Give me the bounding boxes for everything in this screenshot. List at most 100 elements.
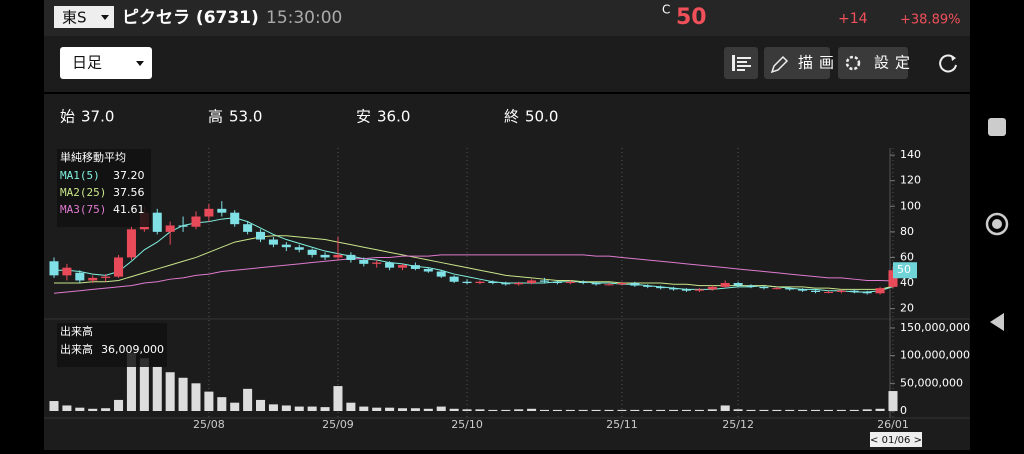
header-bar: [44, 0, 970, 36]
candle-body: [811, 290, 821, 292]
candle-body: [204, 208, 214, 217]
candle-body: [307, 249, 317, 255]
candle-body: [733, 283, 743, 286]
volume-bar: [462, 409, 472, 411]
summary-label: 始: [60, 108, 75, 126]
volume-bar: [333, 386, 343, 411]
candle-body: [759, 286, 769, 289]
candle-body: [114, 257, 124, 277]
volume-bar: [707, 409, 717, 411]
y-tick-label: 0: [900, 404, 907, 417]
legend-name: MA3(75): [60, 203, 106, 216]
candle-body: [591, 283, 601, 285]
x-tick-label: 25/12: [722, 418, 754, 431]
volume-bar: [372, 407, 382, 411]
candle-body: [656, 286, 666, 289]
volume-bar: [126, 352, 136, 411]
candle-body: [875, 288, 885, 294]
volume-bar: [165, 372, 175, 411]
gear-icon: [845, 55, 861, 71]
nav-recent[interactable]: [988, 118, 1006, 136]
volume-bar: [501, 409, 511, 411]
summary-value: 36.0: [377, 108, 410, 126]
volume-bar: [230, 402, 240, 411]
candle-body: [178, 225, 188, 227]
volume-bar: [256, 399, 266, 411]
cursor-box[interactable]: [870, 432, 922, 447]
market-select[interactable]: [54, 6, 114, 28]
candle-body: [798, 289, 808, 291]
volume-bar: [191, 383, 201, 411]
volume-bar: [320, 407, 330, 411]
volume-bar: [114, 399, 124, 411]
candle-body: [217, 208, 227, 213]
candle-body: [449, 276, 459, 282]
settings-button[interactable]: [838, 47, 908, 79]
candle-body: [385, 262, 395, 268]
volume-bar: [604, 409, 614, 411]
candle-body: [165, 225, 175, 232]
candle-body: [346, 254, 356, 260]
volume-bar: [694, 409, 704, 411]
volume-bar: [836, 409, 846, 411]
legend-value: 37.56: [113, 186, 145, 199]
volume-bar: [294, 406, 304, 411]
volume-bar: [720, 405, 730, 411]
market: 東S: [62, 9, 87, 27]
stock-name: ピクセラ (6731): [122, 8, 259, 28]
nav-home[interactable]: [985, 212, 1009, 236]
candle-body: [720, 283, 730, 287]
change: +14: [838, 11, 868, 27]
volume-bar: [875, 408, 885, 411]
candle-body: [539, 280, 550, 282]
candle-body: [707, 286, 717, 290]
volume-bar: [733, 409, 743, 411]
candle-body: [785, 288, 795, 290]
volume-bar: [811, 409, 821, 411]
volume-bar: [488, 409, 498, 411]
volume-bar: [798, 409, 808, 411]
volume-bar: [436, 406, 446, 411]
y-tick-label: 50,000,000: [900, 376, 963, 389]
volume-bar: [178, 377, 188, 411]
x-tick-label: 26/01: [877, 418, 909, 431]
volume-bar: [62, 405, 72, 411]
y-tick-label: 140: [900, 148, 921, 161]
draw-label: 描画: [798, 54, 840, 72]
volume-bar: [217, 397, 227, 411]
volume-bar: [862, 409, 872, 411]
volume-bar: [591, 409, 601, 411]
candle-body: [152, 212, 162, 232]
candle-body: [62, 267, 72, 276]
dropdown-icon: [101, 15, 109, 20]
volume-bar: [669, 409, 679, 411]
volume-bar: [449, 408, 459, 411]
volume-bar: [75, 407, 85, 411]
volume-bar: [268, 404, 278, 411]
period-select[interactable]: [60, 47, 152, 79]
y-tick-label: 150,000,000: [900, 321, 970, 334]
volume-bar: [410, 408, 420, 411]
candle-body: [230, 212, 240, 225]
y-tick-label: 120: [900, 174, 921, 187]
volume-bar: [49, 401, 59, 411]
y-tick-label: 20: [900, 302, 914, 315]
volume-bar: [772, 409, 782, 411]
volume-bar: [746, 409, 756, 411]
volume-bar: [823, 409, 833, 411]
draw-button[interactable]: [764, 47, 830, 79]
settings-label: 設定: [874, 54, 916, 72]
price-tag: [893, 262, 917, 279]
candle-body: [823, 291, 833, 293]
candle-body: [643, 285, 653, 287]
refresh-button[interactable]: [939, 54, 957, 73]
y-tick-label: 100: [900, 199, 921, 212]
ma-line: [53, 254, 894, 294]
volume-bar: [656, 409, 666, 411]
nav-back[interactable]: [990, 313, 1004, 331]
legend-name: 出来高: [60, 342, 93, 356]
candle-body: [746, 285, 756, 287]
candle-body: [359, 260, 369, 264]
candle-body: [514, 283, 524, 285]
